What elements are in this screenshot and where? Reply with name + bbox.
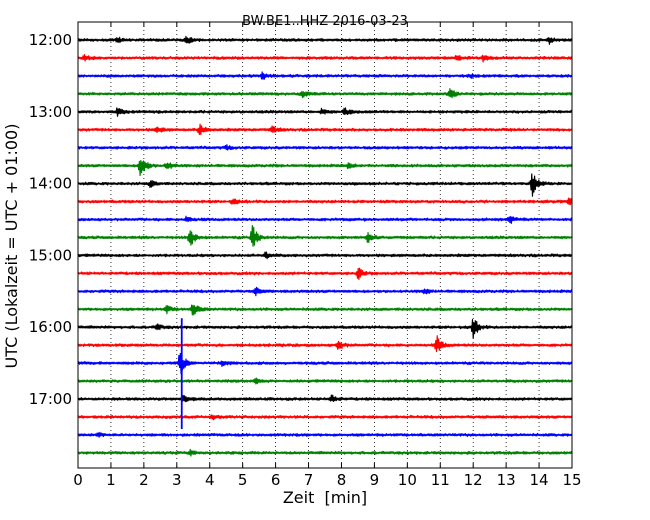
trace-line <box>77 107 573 117</box>
vertical-grid <box>110 22 540 468</box>
x-tick-label: 3 <box>172 471 182 489</box>
y-axis-label: UTC (Lokalzeit = UTC + 01:00) <box>2 124 21 369</box>
trace-line <box>77 215 573 224</box>
x-tick-label: 9 <box>370 471 380 489</box>
trace-line <box>77 224 573 247</box>
trace-line <box>77 251 573 260</box>
x-tick-label: 13 <box>497 471 516 489</box>
trace-line <box>77 35 573 45</box>
x-tick-label: 10 <box>398 471 417 489</box>
trace-line <box>77 286 573 297</box>
y-tick-label: 17:00 <box>29 390 72 408</box>
trace-line <box>77 304 573 316</box>
x-tick-label: 8 <box>337 471 347 489</box>
trace-line <box>77 335 573 353</box>
y-tick-label: 16:00 <box>29 318 72 336</box>
trace-line <box>77 352 573 375</box>
trace-line <box>77 448 573 457</box>
x-tick-label: 15 <box>562 471 581 489</box>
x-tick-label: 5 <box>238 471 248 489</box>
plot-frame <box>77 21 573 469</box>
x-tick-label: 11 <box>431 471 450 489</box>
y-tick-label: 14:00 <box>29 175 72 193</box>
y-tick-label: 15:00 <box>29 246 72 264</box>
x-tick-label: 14 <box>530 471 549 489</box>
seismic-traces <box>77 35 573 457</box>
x-tick-label: 0 <box>73 471 83 489</box>
y-axis: 12:00 13:00 14:00 15:00 16:00 17:00 <box>29 31 572 408</box>
trace-line <box>77 173 573 197</box>
trace-line <box>77 267 573 280</box>
trace-line <box>77 394 573 403</box>
x-axis: 0 1 2 3 4 5 6 7 8 9 10 11 12 13 14 15 <box>73 22 582 489</box>
trace-line <box>77 123 573 136</box>
x-axis-label: Zeit [min] <box>283 488 367 507</box>
trace-line <box>77 377 573 385</box>
y-tick-label: 13:00 <box>29 103 72 121</box>
x-tick-label: 7 <box>304 471 314 489</box>
x-tick-label: 2 <box>139 471 149 489</box>
x-tick-label: 1 <box>106 471 116 489</box>
trace-line <box>77 197 573 206</box>
trace-line <box>77 414 573 421</box>
trace-line <box>77 144 573 151</box>
trace-line <box>77 88 573 99</box>
y-tick-label: 12:00 <box>29 31 72 49</box>
trace-line <box>77 431 573 438</box>
trace-line <box>77 71 573 80</box>
x-tick-label: 12 <box>464 471 483 489</box>
x-tick-label: 6 <box>271 471 281 489</box>
trace-line <box>77 54 573 63</box>
trace-line <box>77 159 573 177</box>
trace-line <box>77 319 573 339</box>
x-tick-label: 4 <box>205 471 215 489</box>
